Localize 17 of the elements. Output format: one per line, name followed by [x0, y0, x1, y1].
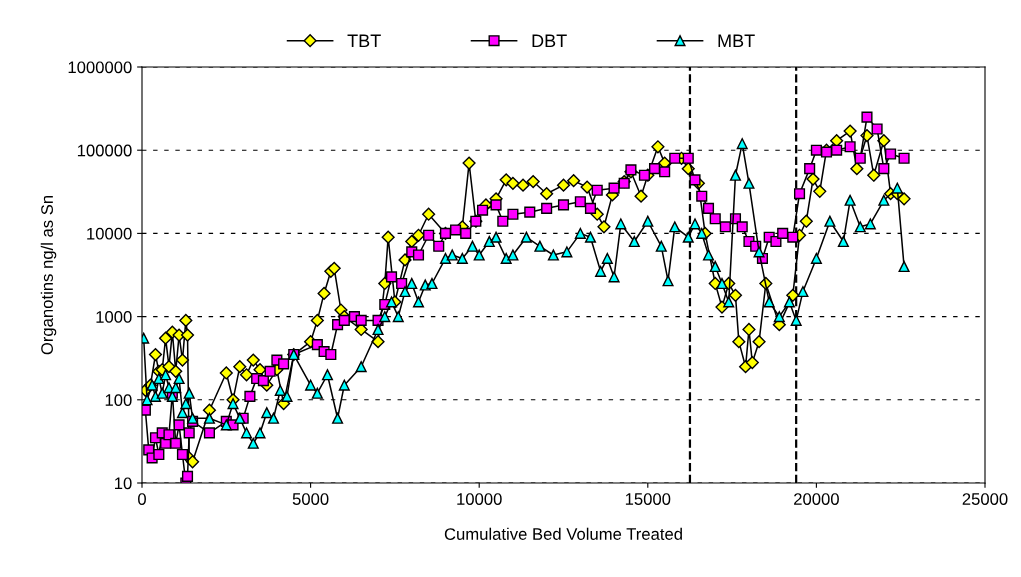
y-tick-label: 100000 [77, 144, 132, 157]
x-tick-label: 10000 [457, 493, 502, 505]
y-tick-label: 1000 [96, 311, 132, 323]
y-tick-label: 10 [115, 477, 132, 490]
y-tick-label: 1000000 [68, 61, 132, 74]
x-axis-title: Cumulative Bed Volume Treated [444, 527, 682, 540]
x-tick-label: 25000 [962, 493, 1008, 505]
y-axis-title: Organotins ng/l as Sn [40, 195, 57, 355]
y-tick-label: 100 [105, 394, 132, 406]
x-tick-label: 5000 [292, 493, 329, 505]
y-tick-label: 10000 [87, 227, 132, 240]
x-tick-label: 0 [138, 493, 146, 505]
x-tick-label: 20000 [794, 493, 839, 505]
legend-label: TBT [347, 34, 381, 47]
legend-label: MBT [718, 34, 755, 47]
x-tick-label: 15000 [625, 493, 671, 505]
legend-label: DBT [532, 34, 567, 47]
